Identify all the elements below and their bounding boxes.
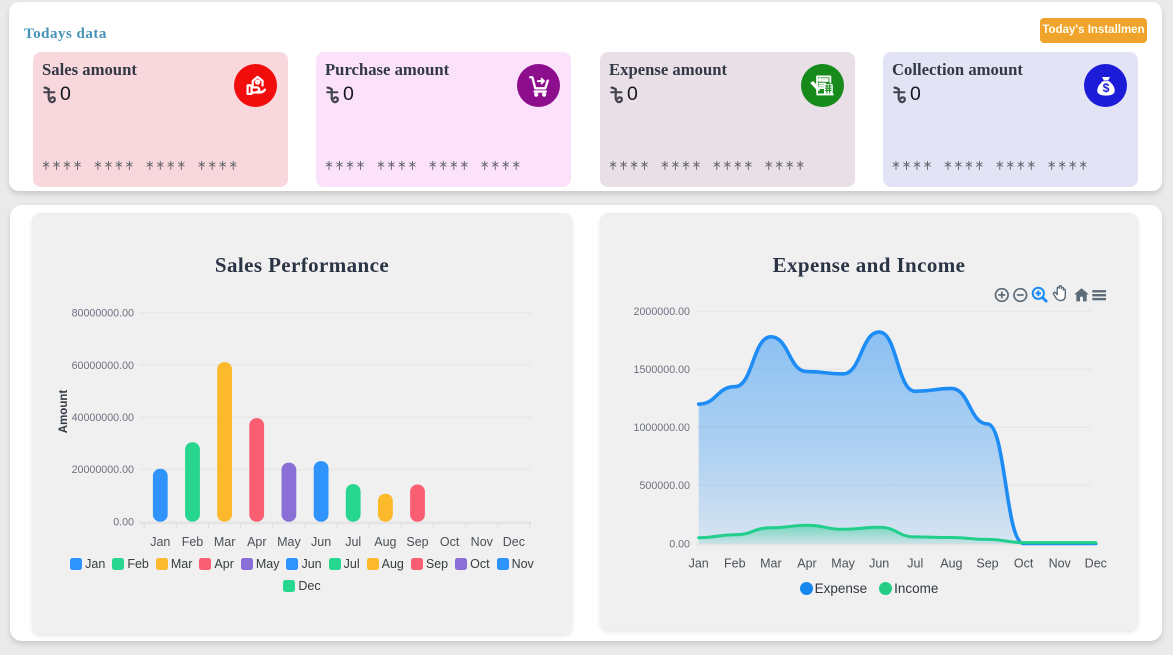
svg-text:Apr: Apr bbox=[247, 535, 266, 549]
svg-text:Oct: Oct bbox=[1014, 557, 1034, 571]
svg-text:Apr: Apr bbox=[797, 557, 816, 571]
svg-text:Nov: Nov bbox=[1049, 557, 1072, 571]
svg-text:60000000.00: 60000000.00 bbox=[72, 360, 134, 372]
svg-text:20000000.00: 20000000.00 bbox=[72, 464, 134, 476]
svg-text:1500000.00: 1500000.00 bbox=[634, 364, 691, 376]
svg-text:Oct: Oct bbox=[440, 535, 460, 549]
svg-text:Dec: Dec bbox=[1085, 557, 1107, 571]
svg-text:Jun: Jun bbox=[311, 535, 331, 549]
svg-text:Feb: Feb bbox=[182, 535, 204, 549]
svg-text:1000000.00: 1000000.00 bbox=[634, 422, 691, 434]
svg-text:0.00: 0.00 bbox=[113, 517, 134, 529]
svg-text:80000000.00: 80000000.00 bbox=[72, 308, 134, 320]
svg-text:40000000.00: 40000000.00 bbox=[72, 412, 134, 424]
svg-text:May: May bbox=[277, 535, 301, 549]
svg-text:Sep: Sep bbox=[976, 557, 998, 571]
svg-text:$: $ bbox=[1102, 81, 1109, 95]
svg-text:Jan: Jan bbox=[150, 535, 170, 549]
svg-text:May: May bbox=[831, 557, 855, 571]
svg-text:Mar: Mar bbox=[214, 535, 236, 549]
svg-text:500000.00: 500000.00 bbox=[639, 480, 690, 492]
svg-text:Aug: Aug bbox=[374, 535, 396, 549]
svg-text:Mar: Mar bbox=[760, 557, 782, 571]
svg-text:Jun: Jun bbox=[869, 557, 889, 571]
svg-text:Jan: Jan bbox=[689, 557, 709, 571]
svg-text:0.00: 0.00 bbox=[669, 538, 690, 550]
svg-text:Sep: Sep bbox=[406, 535, 428, 549]
svg-text:Aug: Aug bbox=[940, 557, 962, 571]
svg-text:2000000.00: 2000000.00 bbox=[634, 306, 691, 318]
svg-text:Amount: Amount bbox=[58, 390, 70, 434]
svg-text:Jul: Jul bbox=[907, 557, 923, 571]
svg-text:Dec: Dec bbox=[503, 535, 525, 549]
svg-text:Nov: Nov bbox=[471, 535, 494, 549]
svg-text:Feb: Feb bbox=[724, 557, 746, 571]
svg-text:Jul: Jul bbox=[345, 535, 361, 549]
